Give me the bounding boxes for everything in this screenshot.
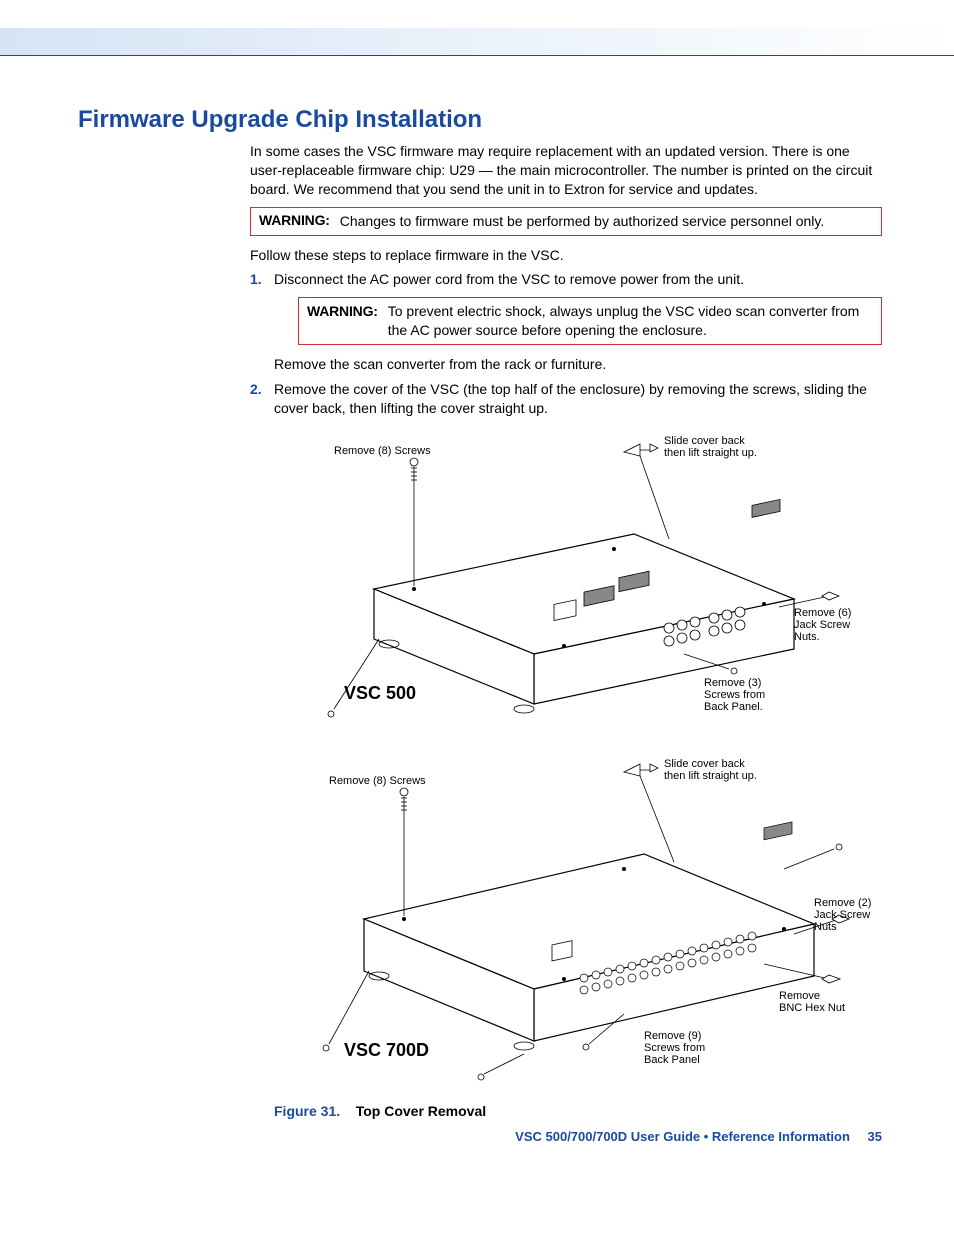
step-1-number: 1.	[250, 270, 262, 289]
figure-svg: Remove (8) Screws Slide cover back then …	[274, 424, 874, 1094]
warning-text: To prevent electric shock, always unplug…	[388, 302, 873, 340]
d2-jack3: Nuts	[814, 921, 837, 933]
step-2: 2. Remove the cover of the VSC (the top …	[250, 380, 882, 418]
follow-steps-text: Follow these steps to replace firmware i…	[250, 246, 882, 265]
d1-jack3: Nuts.	[794, 631, 820, 643]
d1-back2: Screws from	[704, 689, 765, 701]
warning-label: WARNING:	[307, 302, 378, 340]
footer-guide: VSC 500/700/700D User Guide • Reference …	[515, 1129, 850, 1144]
page-footer: VSC 500/700/700D User Guide • Reference …	[0, 1129, 882, 1144]
figure-label: Figure 31.	[274, 1103, 340, 1119]
section-heading: Firmware Upgrade Chip Installation	[78, 106, 882, 134]
d2-back1: Remove (9)	[644, 1030, 701, 1042]
step-2-number: 2.	[250, 380, 262, 399]
d1-slide2: then lift straight up.	[664, 447, 757, 459]
d2-bnc2: BNC Hex Nut	[779, 1002, 845, 1014]
d1-back1: Remove (3)	[704, 677, 761, 689]
after-warning-text: Remove the scan converter from the rack …	[274, 355, 882, 374]
d1-name: VSC 500	[344, 683, 416, 703]
warning-box-2: WARNING: To prevent electric shock, alwa…	[298, 297, 882, 345]
intro-paragraph: In some cases the VSC firmware may requi…	[250, 142, 882, 199]
header-gradient-bar	[0, 28, 954, 56]
d2-name: VSC 700D	[344, 1040, 429, 1060]
figure-31: Remove (8) Screws Slide cover back then …	[274, 424, 882, 1119]
d2-back3: Back Panel	[644, 1054, 700, 1066]
d1-screws-label: Remove (8) Screws	[334, 445, 431, 457]
d1-jack2: Jack Screw	[794, 619, 850, 631]
d2-jack2: Jack Screw	[814, 909, 870, 921]
d1-slide1: Slide cover back	[664, 435, 745, 447]
d2-bnc1: Remove	[779, 990, 820, 1002]
d1-jack1: Remove (6)	[794, 607, 851, 619]
step-1-text: Disconnect the AC power cord from the VS…	[274, 271, 744, 287]
figure-caption: Figure 31. Top Cover Removal	[274, 1103, 882, 1119]
warning-label: WARNING:	[259, 212, 330, 231]
d2-screws-label: Remove (8) Screws	[329, 775, 426, 787]
warning-text: Changes to firmware must be performed by…	[340, 212, 825, 231]
d2-jack1: Remove (2)	[814, 897, 871, 909]
d2-slide1: Slide cover back	[664, 758, 745, 770]
warning-box-1: WARNING: Changes to firmware must be per…	[250, 207, 882, 236]
d1-back3: Back Panel.	[704, 701, 763, 713]
footer-page-number: 35	[868, 1129, 882, 1144]
figure-title: Top Cover Removal	[356, 1103, 486, 1119]
step-2-text: Remove the cover of the VSC (the top hal…	[274, 381, 867, 416]
step-1: 1. Disconnect the AC power cord from the…	[250, 270, 882, 374]
d2-back2: Screws from	[644, 1042, 705, 1054]
d2-slide2: then lift straight up.	[664, 770, 757, 782]
